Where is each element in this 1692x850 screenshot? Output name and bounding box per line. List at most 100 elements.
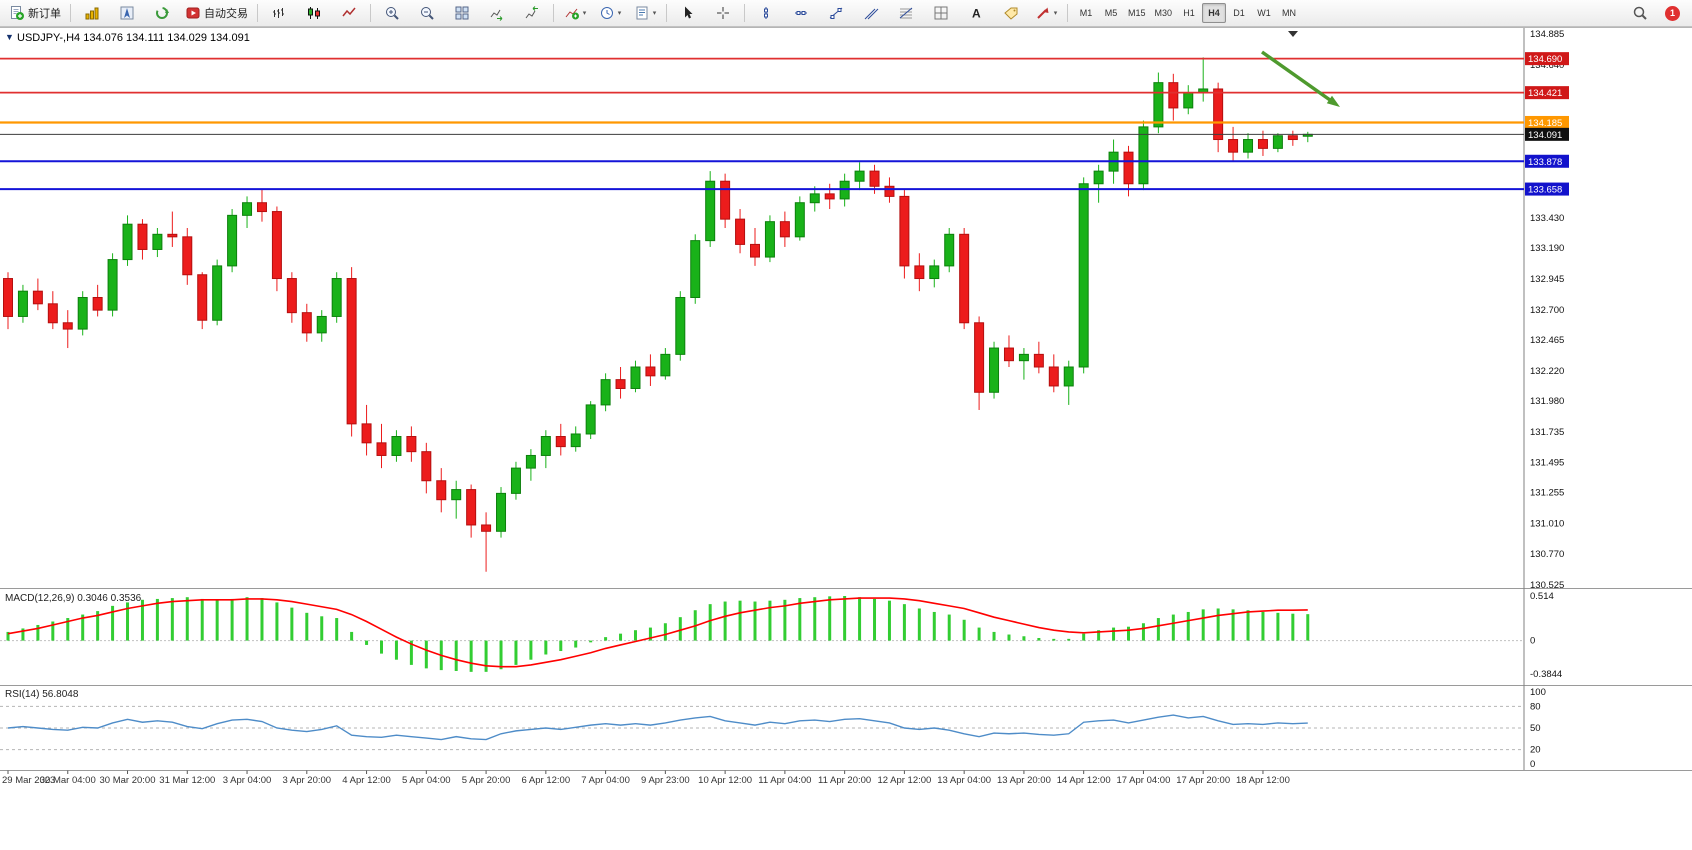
price-axis-label: 130.770 [1530, 549, 1564, 560]
price-tag-label: 134.690 [1528, 54, 1562, 65]
label-button[interactable] [994, 1, 1028, 25]
candle-body [510, 467, 521, 494]
candle-body [47, 303, 58, 324]
candle-body [570, 433, 581, 448]
trend-arrow-annotation[interactable] [1260, 50, 1332, 102]
autotrading-icon [186, 7, 200, 19]
horizontal-line-button[interactable] [784, 1, 818, 25]
price-tag [1525, 115, 1569, 129]
tf-button-m15[interactable]: M15 [1124, 3, 1150, 23]
candle-body [1123, 151, 1134, 185]
time-axis-label: 12 Apr 12:00 [877, 775, 931, 786]
price-axis-label: 132.700 [1530, 305, 1564, 316]
trendline-button[interactable] [819, 1, 853, 25]
bars-button[interactable] [262, 1, 296, 25]
fibonacci-button[interactable] [889, 1, 923, 25]
chart-shift-button[interactable] [515, 1, 549, 25]
tile-windows-icon [455, 6, 469, 20]
candle-body [779, 221, 790, 238]
candle-body [929, 265, 940, 280]
time-axis-label: 30 Mar 20:00 [100, 775, 156, 786]
candle-body [854, 170, 865, 182]
time-axis-label: 6 Apr 12:00 [522, 775, 571, 786]
time-axis-label: 9 Apr 23:00 [641, 775, 690, 786]
candle-body [824, 193, 835, 200]
arrows-button[interactable]: ▾ [1029, 1, 1063, 25]
candle-body [675, 296, 686, 355]
search-button[interactable] [1623, 1, 1657, 25]
candle-body [271, 211, 282, 280]
candle-body [899, 195, 910, 267]
candle-body [361, 423, 372, 444]
candle-body [1018, 353, 1029, 362]
vertical-line-button[interactable] [749, 1, 783, 25]
price-axis-label: 133.190 [1530, 243, 1564, 254]
indicators-icon [565, 8, 579, 20]
chevron-down-icon: ▾ [1053, 9, 1058, 17]
candle-body [1003, 347, 1014, 362]
text-button[interactable]: A [959, 1, 993, 25]
candle-body [525, 454, 536, 469]
price-axis-label: 133.430 [1530, 213, 1564, 224]
toolbar-separator [257, 4, 258, 22]
time-axis-label: 5 Apr 20:00 [462, 775, 511, 786]
tf-button-m5[interactable]: M5 [1099, 3, 1123, 23]
candle-body [720, 180, 731, 220]
tf-button-h4[interactable]: H4 [1202, 3, 1227, 23]
auto-scroll-button[interactable] [480, 1, 514, 25]
tile-windows-button[interactable] [445, 1, 479, 25]
price-tag-label: 134.091 [1528, 130, 1562, 141]
channel-button[interactable] [854, 1, 888, 25]
periods-button[interactable]: ▾ [593, 1, 627, 25]
tf-button-w1[interactable]: W1 [1252, 3, 1276, 23]
toolbar-right: 1 [1623, 1, 1688, 25]
price-tag [1525, 127, 1569, 141]
autotrading-button[interactable]: 自动交易 [180, 1, 253, 25]
tf-button-h1[interactable]: H1 [1177, 3, 1201, 23]
cursor-button[interactable] [671, 1, 705, 25]
templates-button[interactable]: ▾ [628, 1, 662, 25]
zoom-out-button[interactable] [410, 1, 444, 25]
market-watch-button[interactable] [75, 1, 109, 25]
candle-body [77, 296, 88, 330]
candle-body [839, 180, 850, 200]
time-axis-label: 3 Apr 04:00 [223, 775, 272, 786]
line-chart-button[interactable] [332, 1, 366, 25]
tf-button-mn[interactable]: MN [1277, 3, 1301, 23]
candle-body [974, 322, 985, 393]
shapes-icon [934, 6, 948, 20]
tf-button-m30[interactable]: M30 [1151, 3, 1177, 23]
chevron-down-icon: ▾ [582, 9, 587, 17]
new-order-button[interactable]: 新订单 [4, 1, 66, 25]
tf-button-d1[interactable]: D1 [1227, 3, 1251, 23]
candle-body [376, 442, 387, 456]
candle-body [1138, 126, 1149, 185]
candle-body [914, 265, 925, 280]
candle-body [540, 436, 551, 456]
terminal-button[interactable] [145, 1, 179, 25]
candle-body [152, 233, 163, 250]
rsi-axis-label: 0 [1530, 759, 1535, 770]
one-click-trading-arrow[interactable]: ▼ [5, 32, 14, 42]
candle-body [122, 223, 133, 261]
chevron-down-icon: ▾ [617, 9, 622, 17]
candles-button[interactable] [297, 1, 331, 25]
shapes-button[interactable] [924, 1, 958, 25]
candle-body [62, 322, 73, 330]
tf-button-m1[interactable]: M1 [1074, 3, 1098, 23]
market-watch-icon [85, 7, 99, 20]
zoom-in-button[interactable] [375, 1, 409, 25]
chart-canvas[interactable]: 134.885 134.640 133.430 133.190 132.945 132.7… [0, 28, 1692, 792]
candle-body [884, 185, 895, 197]
crosshair-button[interactable] [706, 1, 740, 25]
indicators-button[interactable]: ▾ [558, 1, 592, 25]
notification-badge[interactable]: 1 [1665, 5, 1680, 21]
candle-body [227, 214, 238, 267]
candles-icon [308, 7, 320, 19]
candle-body [690, 240, 701, 298]
macd-signal-line [7, 597, 1308, 668]
navigator-button[interactable] [110, 1, 144, 25]
macd-axis-label: -0.3844 [1530, 669, 1562, 680]
price-tag [1525, 52, 1569, 66]
candle-body [391, 436, 402, 456]
